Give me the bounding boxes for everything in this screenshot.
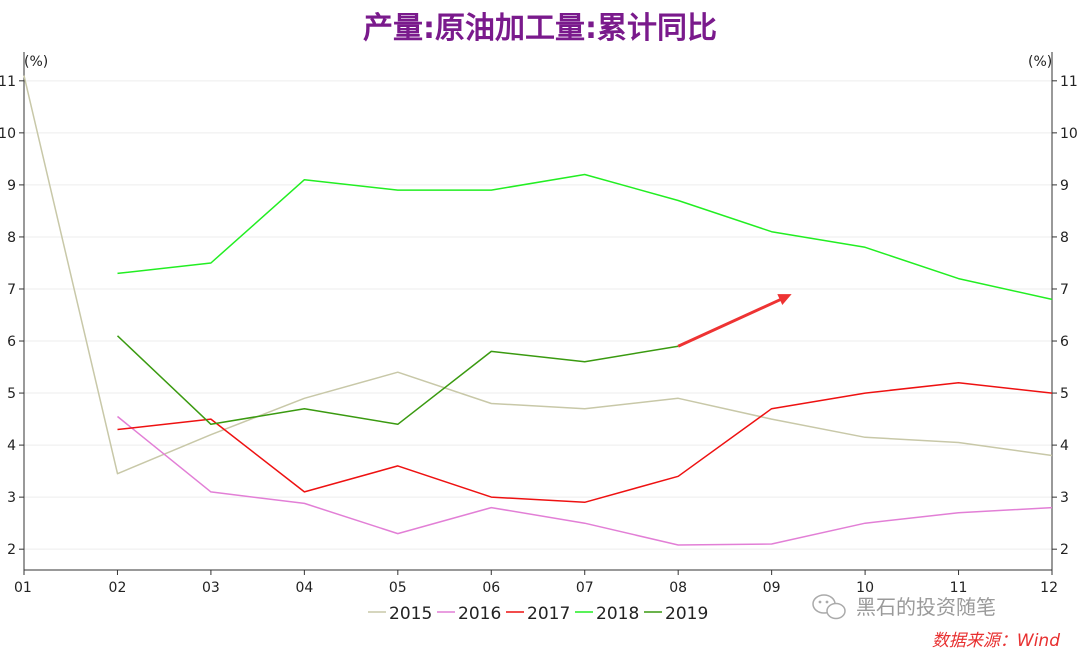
x-tick-label: 05 (389, 580, 407, 596)
y-tick-label-left: 2 (7, 542, 16, 558)
x-tick-label: 07 (576, 580, 594, 596)
legend-label-2016: 2016 (458, 604, 501, 624)
watermark-text: 黑石的投资随笔 (856, 595, 996, 619)
y-tick-label-left: 6 (7, 334, 16, 350)
y-tick-label-left: 4 (7, 438, 16, 454)
y-tick-label-left: 9 (7, 178, 16, 194)
x-tick-label: 04 (295, 580, 313, 596)
legend-label-2019: 2019 (665, 604, 708, 624)
y-unit-right: (%) (1028, 54, 1052, 70)
y-tick-label-right: 5 (1060, 386, 1069, 402)
x-tick-label: 08 (669, 580, 687, 596)
x-tick-label: 06 (482, 580, 500, 596)
y-tick-label-left: 3 (7, 490, 16, 506)
legend-label-2017: 2017 (527, 604, 570, 624)
y-tick-label-right: 8 (1060, 230, 1069, 246)
watermark: 黑石的投资随笔 (812, 594, 996, 620)
y-tick-label-left: 10 (0, 126, 16, 142)
x-tick-label: 01 (14, 580, 32, 596)
chart-title: 产量:原油加工量:累计同比 (363, 11, 717, 46)
series-lines (23, 75, 1053, 546)
y-tick-label-right: 3 (1060, 490, 1069, 506)
x-tick-label: 12 (1040, 580, 1058, 596)
x-tick-label: 09 (763, 580, 781, 596)
y-tick-label-right: 7 (1060, 282, 1069, 298)
y-tick-label-left: 5 (7, 386, 16, 402)
axes: 2 2 3 3 4 4 5 5 6 6 7 7 8 8 9 9 10 10 11 11 01 02 03 04 05 06 07 08… (0, 52, 1078, 596)
x-tick-label: 10 (856, 580, 874, 596)
y-tick-label-right: 2 (1060, 542, 1069, 558)
legend: 2015 2016 2017 2018 2019 (368, 604, 708, 624)
annotation-arrow-shaft (677, 295, 787, 348)
wechat-icon (812, 594, 846, 620)
y-tick-label-right: 11 (1060, 74, 1078, 90)
y-tick-label-right: 4 (1060, 438, 1069, 454)
series-line-2019 (116, 335, 679, 426)
data-source: 数据来源：Wind (932, 631, 1060, 651)
y-tick-label-right: 6 (1060, 334, 1069, 350)
series-line-2015 (23, 75, 1053, 475)
series-line-2016 (117, 415, 1053, 546)
x-tick-label: 03 (202, 580, 220, 596)
annotation (677, 294, 792, 348)
y-tick-label-right: 10 (1060, 126, 1078, 142)
y-tick-label-left: 11 (0, 74, 16, 90)
y-tick-label-left: 7 (7, 282, 16, 298)
series-line-2017 (117, 381, 1053, 504)
y-tick-label-right: 9 (1060, 178, 1069, 194)
series-line-2018 (117, 173, 1053, 301)
annotation-arrow-head (777, 294, 792, 306)
legend-label-2015: 2015 (389, 604, 432, 624)
y-tick-label-left: 8 (7, 230, 16, 246)
grid-lines (24, 80, 1052, 550)
y-unit-left: (%) (24, 54, 48, 70)
legend-label-2018: 2018 (596, 604, 639, 624)
x-tick-label: 02 (109, 580, 127, 596)
x-tick-label: 11 (950, 580, 968, 596)
